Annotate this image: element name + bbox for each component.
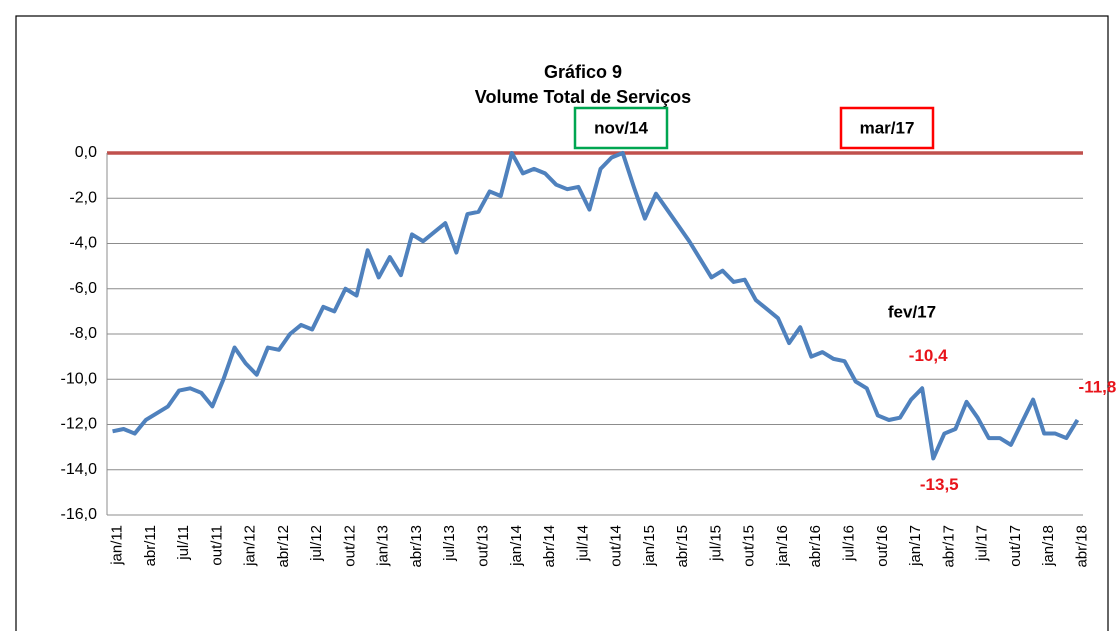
x-tick-label: jan/12 [242, 525, 259, 567]
x-tick-label: abr/14 [541, 525, 558, 568]
x-tick-label: out/13 [475, 525, 492, 567]
chart-frame [15, 15, 1109, 631]
x-tick-label: jan/17 [907, 525, 924, 567]
y-tick-label: -6,0 [69, 280, 97, 297]
x-tick-label: abr/15 [674, 525, 691, 568]
x-tick-label: jan/18 [1040, 525, 1057, 567]
x-tick-label: jul/13 [441, 525, 458, 562]
x-tick-label: out/16 [874, 525, 891, 567]
x-tick-label: jan/15 [641, 525, 658, 567]
y-tick-label: -16,0 [61, 506, 98, 523]
x-tick-label: out/17 [1007, 525, 1024, 567]
x-tick-label: out/15 [741, 525, 758, 567]
x-tick-label: abr/18 [1073, 525, 1090, 568]
x-tick-label: out/14 [608, 525, 625, 567]
y-tick-label: -8,0 [69, 325, 97, 342]
y-tick-label: 0,0 [75, 144, 97, 161]
chart-subtitle: Volume Total de Serviços [475, 87, 691, 107]
series-line [112, 151, 1080, 461]
x-tick-label: out/11 [208, 525, 225, 566]
x-tick-label: out/12 [341, 525, 358, 567]
data-label: -13,5 [920, 475, 959, 494]
x-tick-label: abr/13 [408, 525, 425, 568]
y-tick-label: -4,0 [69, 235, 97, 252]
x-tick-label: jan/16 [774, 525, 791, 567]
x-tick-label: abr/17 [940, 525, 957, 568]
x-tick-label: jul/14 [574, 525, 591, 562]
y-tick-label: -10,0 [61, 370, 98, 387]
annotation: mar/17 [860, 118, 915, 137]
annotation-box [573, 106, 669, 150]
annotation-box [839, 106, 935, 150]
x-tick-label: abr/16 [807, 525, 824, 568]
x-tick-label: jan/11 [109, 525, 126, 566]
data-label: -10,4 [909, 346, 948, 365]
x-tick-label: jul/11 [175, 525, 192, 561]
x-tick-label: jul/15 [707, 525, 724, 562]
annotation: fev/17 [888, 302, 936, 321]
y-tick-label: -2,0 [69, 189, 97, 206]
y-tick-label: -14,0 [61, 461, 98, 478]
x-tick-label: jul/12 [308, 525, 325, 562]
x-tick-label: abr/11 [142, 525, 159, 566]
chart-title: Gráfico 9 [544, 62, 622, 82]
x-tick-label: jan/14 [508, 525, 525, 567]
x-tick-label: jul/16 [841, 525, 858, 562]
annotation: nov/14 [594, 118, 648, 137]
x-tick-label: jan/13 [375, 525, 392, 567]
y-tick-label: -12,0 [61, 416, 98, 433]
data-label: -11,8 [1079, 377, 1117, 396]
x-tick-label: abr/12 [275, 525, 292, 568]
x-tick-label: jul/17 [974, 525, 991, 562]
